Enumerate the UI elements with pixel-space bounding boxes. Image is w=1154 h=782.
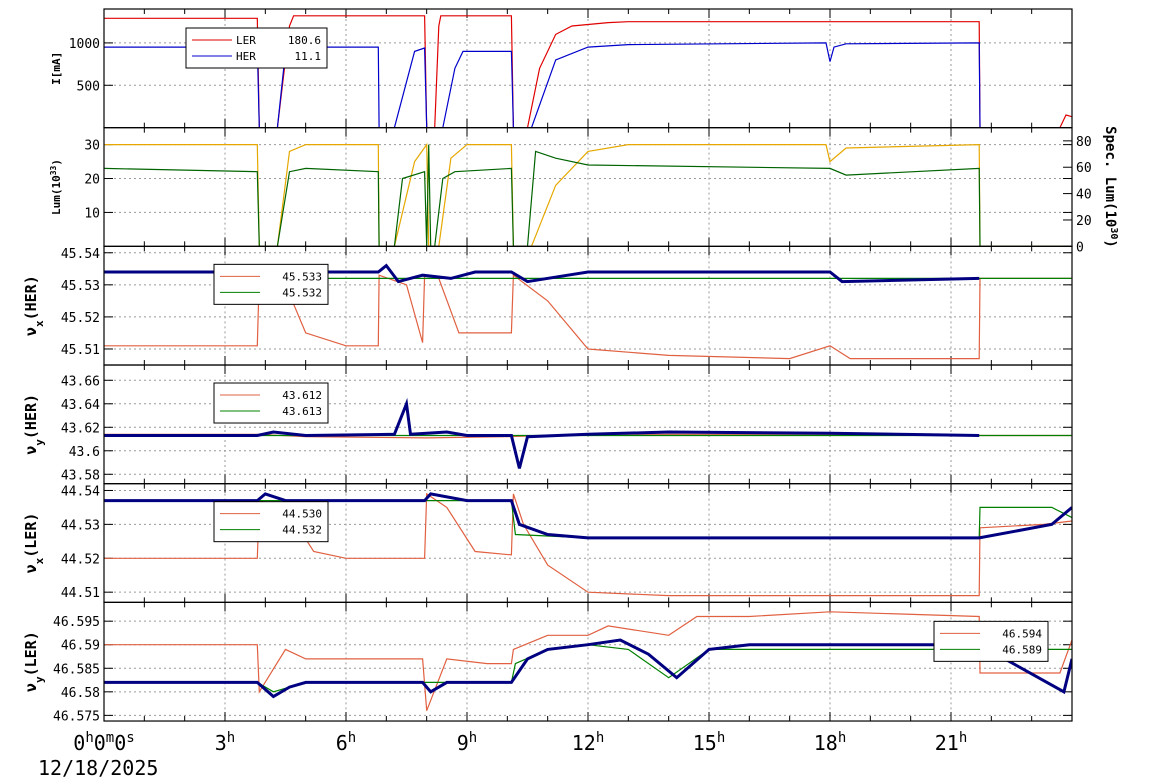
legend-value: 11.1 xyxy=(295,50,322,63)
legend-value: 46.589 xyxy=(1002,643,1042,656)
y-tick-label: 45.53 xyxy=(61,279,100,294)
legend-value: 43.612 xyxy=(282,389,322,402)
y-tick-label: 46.595 xyxy=(53,615,100,630)
y2-tick-label: 0 xyxy=(1076,240,1084,255)
y-tick-label: 45.51 xyxy=(61,343,100,358)
y-tick-label: 44.54 xyxy=(61,484,100,499)
series-meas xyxy=(104,263,980,284)
y-tick-label: 43.62 xyxy=(61,421,100,436)
legend-box xyxy=(213,501,329,543)
y2-tick-label: 60 xyxy=(1076,161,1092,176)
x-tick-label: 3h xyxy=(215,730,235,755)
y-tick-label: 30 xyxy=(84,139,100,154)
legend-box xyxy=(213,263,329,305)
y-axis-label: νy(HER) xyxy=(22,394,46,455)
legend-value: 46.594 xyxy=(1002,627,1042,640)
y-tick-label: 44.52 xyxy=(61,552,100,567)
y-axis-label: νy(LER) xyxy=(22,631,46,692)
y-tick-label: 44.51 xyxy=(61,586,100,601)
x-tick-label: 6h xyxy=(336,730,356,755)
panel-frame xyxy=(103,601,1073,722)
series-meas xyxy=(104,638,1072,699)
y-tick-label: 46.58 xyxy=(61,686,100,701)
series-ref xyxy=(104,611,1072,711)
y-tick-label: 43.58 xyxy=(61,468,100,483)
legend-box xyxy=(213,382,329,424)
legend: 45.533 45.532 xyxy=(213,263,329,305)
y-tick-label: 1000 xyxy=(69,37,100,52)
y-tick-label: 45.54 xyxy=(61,247,100,262)
legend: 46.594 46.589 xyxy=(933,620,1049,662)
panel-current: 500 1000 I[mA] LER 180.6 HER 11.1 xyxy=(50,8,1073,129)
y-tick-label: 43.6 xyxy=(69,445,100,460)
y-tick-label: 10 xyxy=(84,206,100,221)
y-tick-label: 45.52 xyxy=(61,311,100,326)
x-tick-label: 9h xyxy=(457,730,477,755)
y2-axis-label: Spec. Lum(1030) xyxy=(1102,126,1120,248)
series-ref xyxy=(104,274,1072,360)
series-lum xyxy=(104,144,1072,247)
legend: 43.612 43.613 xyxy=(213,382,329,424)
series-meas xyxy=(104,492,1072,540)
legend-name: HER xyxy=(236,50,256,63)
y-axis-label: νx(HER) xyxy=(22,275,46,336)
panels: 500 1000 I[mA] LER 180.6 HER 11.1 10 20 30 Lum(103… xyxy=(22,8,1120,724)
y2-tick-label: 40 xyxy=(1076,188,1092,203)
x-date-label: 12/18/2025 xyxy=(38,756,158,780)
y-axis-label: Lum(1033) xyxy=(49,159,64,215)
legend: LER 180.6 HER 11.1 xyxy=(185,27,328,69)
panel-nux_ler: 44.51 44.52 44.53 44.54 νx(LER) 44.530 44.532 xyxy=(22,483,1073,603)
y-tick-label: 46.585 xyxy=(53,662,100,677)
y-tick-label: 43.66 xyxy=(61,374,100,389)
legend-value: 180.6 xyxy=(288,34,321,47)
legend-name: LER xyxy=(236,34,256,47)
legend-value: 45.533 xyxy=(282,270,322,283)
x-tick-label: 21h xyxy=(935,730,968,755)
y-tick-label: 500 xyxy=(77,79,100,94)
panel-luminosity: 10 20 30 Lum(1033) 0 20 40 60 80 Spec. Lum(1030) xyxy=(49,126,1120,255)
legend-value: 44.530 xyxy=(282,508,322,521)
legend-box xyxy=(933,620,1049,662)
legend-box xyxy=(185,27,328,69)
series-spec xyxy=(104,142,1072,247)
y2-tick-label: 80 xyxy=(1076,135,1092,150)
legend-value: 43.613 xyxy=(282,405,322,418)
y-tick-label: 46.59 xyxy=(61,639,100,654)
y-axis-label: I[mA] xyxy=(50,52,63,85)
x-tick-label: 15h xyxy=(693,730,726,755)
y-tick-label: 43.64 xyxy=(61,398,100,413)
x-tick-label: 0h0m0s xyxy=(73,730,134,755)
x-tick-label: 12h xyxy=(572,730,605,755)
y-tick-label: 46.575 xyxy=(53,709,100,724)
series-meas xyxy=(104,397,980,469)
legend: 44.530 44.532 xyxy=(213,501,329,543)
panel-nux_her: 45.51 45.52 45.53 45.54 νx(HER) 45.533 45.532 xyxy=(22,245,1073,366)
y2-tick-label: 20 xyxy=(1076,214,1092,229)
y-axis-label: νx(LER) xyxy=(22,513,46,574)
y-tick-label: 44.53 xyxy=(61,518,100,533)
legend-value: 45.532 xyxy=(282,286,322,299)
x-tick-label: 18h xyxy=(814,730,847,755)
legend-value: 44.532 xyxy=(282,524,322,537)
y-tick-label: 20 xyxy=(84,173,100,188)
panel-nuy_ler: 46.575 46.58 46.585 46.59 46.595 νy(LER) 46.59… xyxy=(22,601,1073,724)
x-axis: 0h0m0s 3h 6h 9h 12h 15h 18h 21h 12/18/2025 xyxy=(38,730,967,780)
